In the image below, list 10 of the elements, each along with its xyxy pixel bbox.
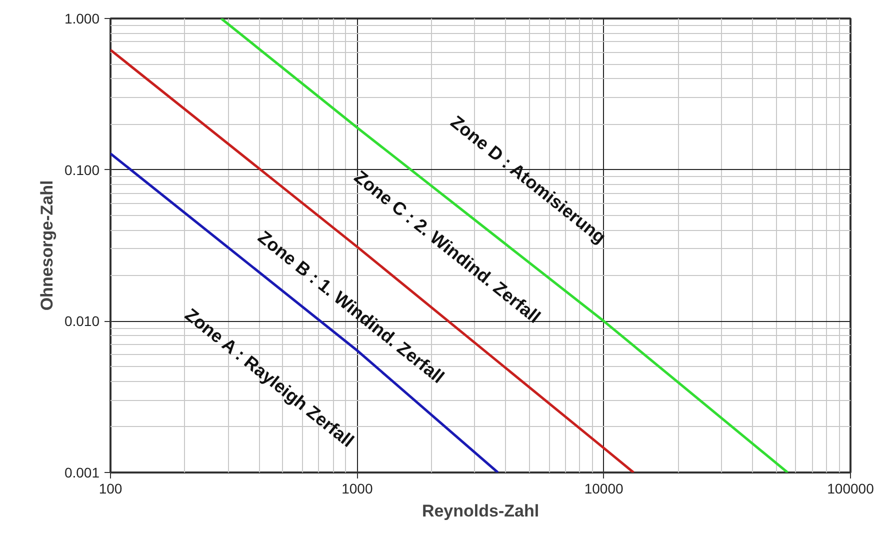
x-tick-label: 100000	[827, 480, 874, 496]
x-tick-label: 10000	[584, 480, 624, 496]
y-tick-label: 0.010	[64, 313, 100, 330]
x-axis-title: Reynolds-Zahl	[422, 502, 540, 520]
y-tick-label: 0.001	[64, 464, 100, 480]
y-tick-label: 1.000	[64, 10, 100, 26]
y-tick-label: 0.100	[64, 162, 100, 178]
x-tick-label: 100	[98, 480, 122, 496]
x-tick-label: 1000	[342, 480, 373, 496]
y-axis-title: Ohnesorge-Zahl	[37, 180, 56, 311]
